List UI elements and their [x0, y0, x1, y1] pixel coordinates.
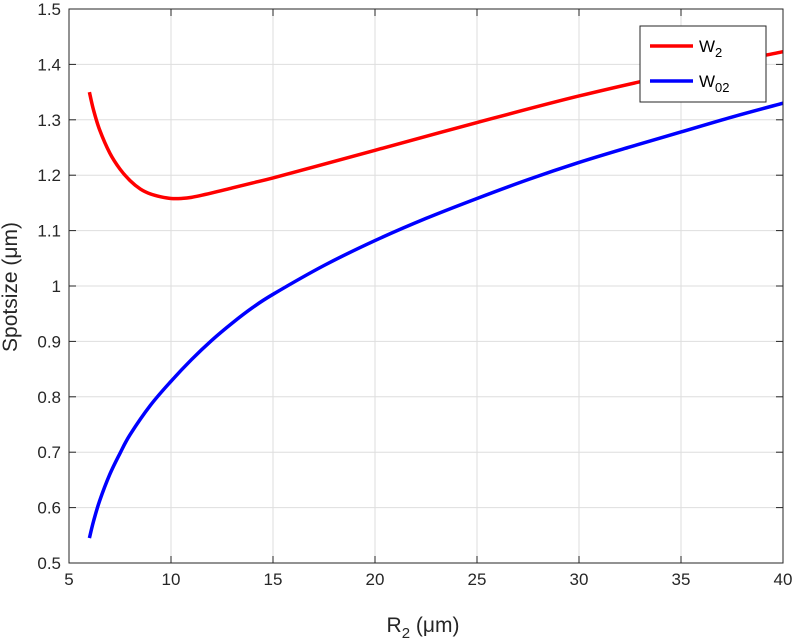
- x-tick-label: 35: [672, 570, 691, 589]
- series-w02-line: [87, 101, 784, 539]
- y-tick-label: 1.5: [37, 0, 61, 19]
- y-tick-label: 0.5: [37, 554, 61, 573]
- y-tick-label: 1: [52, 277, 61, 296]
- y-tick-label: 1.1: [37, 222, 61, 241]
- y-tick-label: 0.9: [37, 332, 61, 351]
- legend-box: [639, 25, 767, 103]
- y-axis-label: Spotsize (μm): [0, 222, 22, 352]
- x-tick-label: 5: [64, 570, 73, 589]
- series-lines: [87, 49, 784, 539]
- x-tick-label: 30: [570, 570, 589, 589]
- x-axis-label: R2 (μm): [387, 614, 460, 640]
- x-tick-label: 40: [774, 570, 793, 589]
- legend[interactable]: W2 W02: [639, 25, 767, 103]
- x-tick-label: 15: [264, 570, 283, 589]
- x-tick-label: 20: [366, 570, 385, 589]
- x-tick-label: 25: [468, 570, 487, 589]
- x-tick-label: 10: [162, 570, 181, 589]
- y-tick-labels: 0.5 0.6 0.7 0.8 0.9 1 1.1 1.2 1.3 1.4 1.5: [37, 0, 61, 573]
- y-tick-label: 1.2: [37, 166, 61, 185]
- y-tick-label: 0.6: [37, 499, 61, 518]
- legend-label-w02: W02: [699, 72, 730, 95]
- y-tick-label: 0.7: [37, 443, 61, 462]
- series-w2-line: [87, 49, 784, 201]
- axis-ticks: [68, 8, 784, 564]
- y-tick-label: 1.4: [37, 55, 61, 74]
- y-tick-label: 0.8: [37, 388, 61, 407]
- legend-label-w2: W2: [699, 37, 722, 60]
- y-tick-label: 1.3: [37, 111, 61, 130]
- x-tick-labels: 5 10 15 20 25 30 35 40: [64, 570, 792, 589]
